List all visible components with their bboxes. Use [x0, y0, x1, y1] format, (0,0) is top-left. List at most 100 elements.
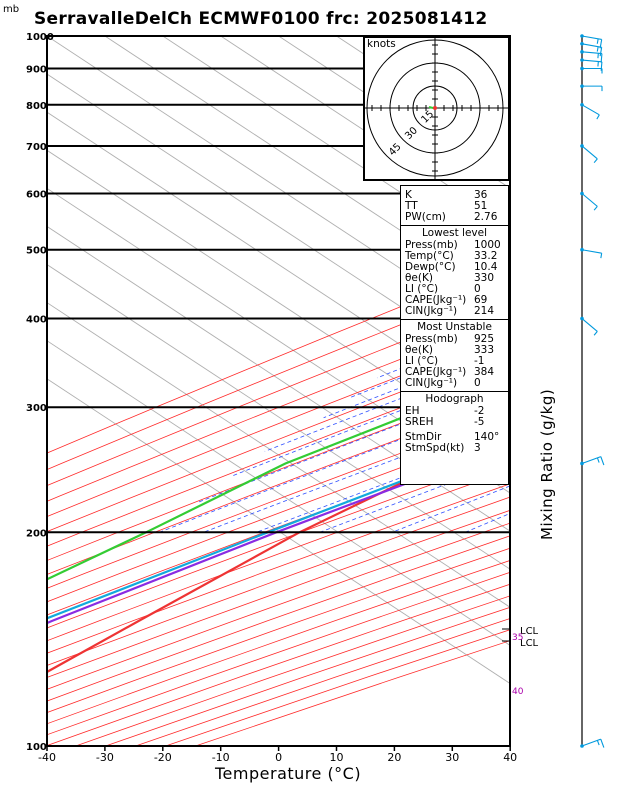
index-label: CAPE(Jkg⁻¹): [405, 294, 467, 306]
lcl-label: LCL: [520, 638, 539, 649]
index-label: θe(K): [405, 272, 433, 284]
adiabat-label: 35: [512, 633, 523, 643]
isotherm-line: [47, 225, 510, 532]
dry-adiabat-line: [47, 365, 510, 547]
index-label: CAPE(Jkg⁻¹): [405, 366, 467, 378]
wind-barb-flag: [596, 46, 599, 52]
y-tick-label: 700: [26, 142, 47, 153]
wind-barb-flag: [600, 53, 603, 63]
wind-barb: [581, 43, 602, 48]
index-value: 214: [474, 305, 495, 317]
index-row: LI (°C) 0: [401, 284, 508, 295]
index-row: Press(mb) 925: [401, 334, 508, 345]
x-tick-label: 30: [445, 751, 459, 764]
section-header: Lowest level: [401, 225, 508, 240]
x-tick-label: 10: [330, 751, 344, 764]
index-value: 36: [474, 189, 488, 201]
index-row: θe(K) 333: [401, 345, 508, 356]
index-value: 2.76: [474, 211, 498, 223]
wind-barb: [581, 59, 602, 63]
isotherm-line: [47, 264, 510, 570]
index-label: TT: [405, 200, 418, 212]
index-label: StmDir: [405, 431, 442, 443]
isotherm-line: [47, 378, 510, 684]
lcl-label: LCL: [520, 626, 539, 637]
mixing-ratio-axis-label: Mixing Ratio (g/kg): [538, 388, 556, 540]
y-tick-label: 900: [26, 64, 47, 75]
index-row: Temp(°C) 33.2: [401, 251, 508, 262]
wind-barb: [581, 104, 600, 116]
dry-adiabat-line: [47, 298, 510, 487]
index-label: Temp(°C): [405, 250, 454, 262]
index-label: PW(cm): [405, 211, 446, 223]
index-row: Press(mb) 1000: [401, 240, 508, 251]
index-label: K: [405, 189, 412, 201]
index-value: -5: [474, 416, 485, 428]
wind-barb-flag: [600, 738, 605, 748]
indices-panel: K 36 TT 51 PW(cm) 2.76 Lowest level Press(m…: [400, 185, 509, 485]
wind-barb-flag: [596, 114, 600, 120]
section-header: Most Unstable: [401, 319, 508, 334]
y-tick-label: 100: [26, 742, 47, 753]
dry-adiabat-line: [47, 333, 510, 518]
index-label: LI (°C): [405, 283, 439, 295]
index-label: LI (°C): [405, 355, 439, 367]
index-row: StmDir 140°: [401, 432, 508, 443]
wind-barb-flag: [596, 457, 600, 463]
x-tick-label: -10: [212, 751, 230, 764]
index-row: CIN(Jkg⁻¹) 0: [401, 378, 508, 389]
wind-barb: [581, 35, 602, 41]
index-row: SREH -5: [401, 417, 508, 428]
hodograph-unit-label: knots: [367, 38, 396, 50]
index-value: 925: [474, 333, 495, 345]
wind-barb-flag: [600, 61, 603, 71]
dry-adiabat-line: [47, 381, 510, 561]
x-tick-label: 40: [503, 751, 517, 764]
index-value: 140°: [474, 431, 500, 443]
index-value: 0: [474, 377, 481, 389]
chart-title: SerravalleDelCh ECMWF0100 frc: 202508141…: [34, 9, 488, 29]
index-value: 333: [474, 344, 495, 356]
index-value: 0: [474, 283, 481, 295]
index-value: 33.2: [474, 250, 498, 262]
index-value: 51: [474, 200, 488, 212]
x-tick-label: -20: [154, 751, 172, 764]
index-label: StmSpd(kt): [405, 442, 465, 454]
index-value: -1: [474, 355, 485, 367]
y-tick-label: 300: [26, 403, 47, 414]
wind-barb-flag: [596, 38, 599, 44]
pressure-unit-label: mb: [3, 4, 20, 15]
index-label: Press(mb): [405, 333, 458, 345]
index-value: -2: [474, 405, 485, 417]
dry-adiabat-line: [47, 397, 510, 575]
isotherm-line: [162, 36, 510, 265]
y-tick-label: 500: [26, 246, 47, 257]
index-row: K 36: [401, 190, 508, 201]
dry-adiabat-line: [47, 316, 510, 502]
dry-adiabat-line: [47, 349, 510, 532]
index-label: Press(mb): [405, 239, 458, 251]
index-row: CAPE(Jkg⁻¹) 384: [401, 367, 508, 378]
wind-barb-flag: [593, 331, 598, 336]
isotherm-line: [47, 73, 510, 380]
y-tick-label: 1000: [26, 32, 54, 43]
index-row: CIN(Jkg⁻¹) 214: [401, 306, 508, 317]
y-tick-label: 800: [26, 101, 47, 112]
index-row: θe(K) 330: [401, 273, 508, 284]
wind-barb: [581, 51, 602, 55]
dry-adiabat-line: [47, 412, 510, 589]
section-header: Hodograph: [401, 391, 508, 406]
x-tick-label: -30: [96, 751, 114, 764]
wind-barb-flag: [593, 158, 598, 164]
index-row: EH -2: [401, 406, 508, 417]
index-value: 69: [474, 294, 488, 306]
index-row: StmSpd(kt) 3: [401, 443, 508, 454]
x-tick-label: 20: [387, 751, 401, 764]
wind-barb: [581, 249, 602, 254]
index-value: 330: [474, 272, 495, 284]
index-row: CAPE(Jkg⁻¹) 69: [401, 295, 508, 306]
index-label: SREH: [405, 416, 434, 428]
x-axis-label: Temperature (°C): [215, 764, 362, 783]
dewpoint-line: [47, 373, 510, 581]
